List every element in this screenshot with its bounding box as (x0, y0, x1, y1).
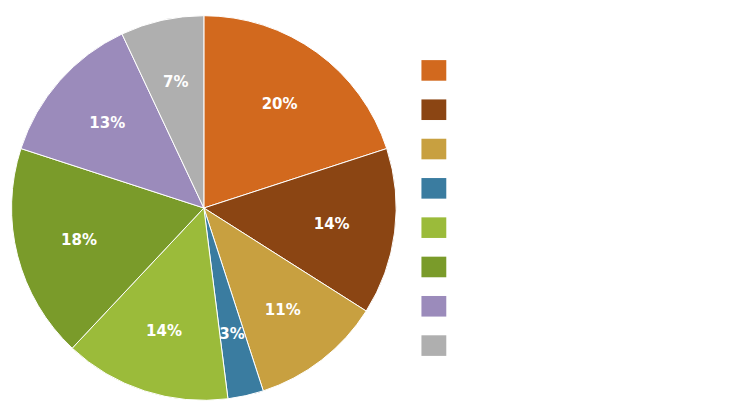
data-label: 3% (219, 325, 244, 343)
data-label: 20% (262, 95, 298, 113)
legend-swatch (421, 296, 446, 317)
data-label: 14% (146, 322, 182, 340)
legend-swatch (421, 139, 446, 160)
pie-slice (122, 16, 204, 208)
legend-swatch (421, 60, 446, 81)
legend-swatch (421, 257, 446, 278)
data-labels: 20% 14% 11% 3% 14% 18% 13% 7% (61, 73, 350, 342)
pie (12, 16, 397, 401)
chart: 20% 14% 11% 3% 14% 18% 13% 7% (0, 0, 755, 416)
legend-swatch (421, 335, 446, 356)
legend-swatch (421, 99, 446, 120)
data-label: 13% (89, 114, 125, 132)
data-label: 14% (314, 215, 350, 233)
data-label: 18% (61, 231, 97, 249)
data-label: 7% (163, 73, 188, 91)
data-label: 11% (265, 301, 301, 319)
legend-swatch (421, 178, 446, 199)
legend-swatch (421, 217, 446, 238)
legend (421, 60, 446, 356)
